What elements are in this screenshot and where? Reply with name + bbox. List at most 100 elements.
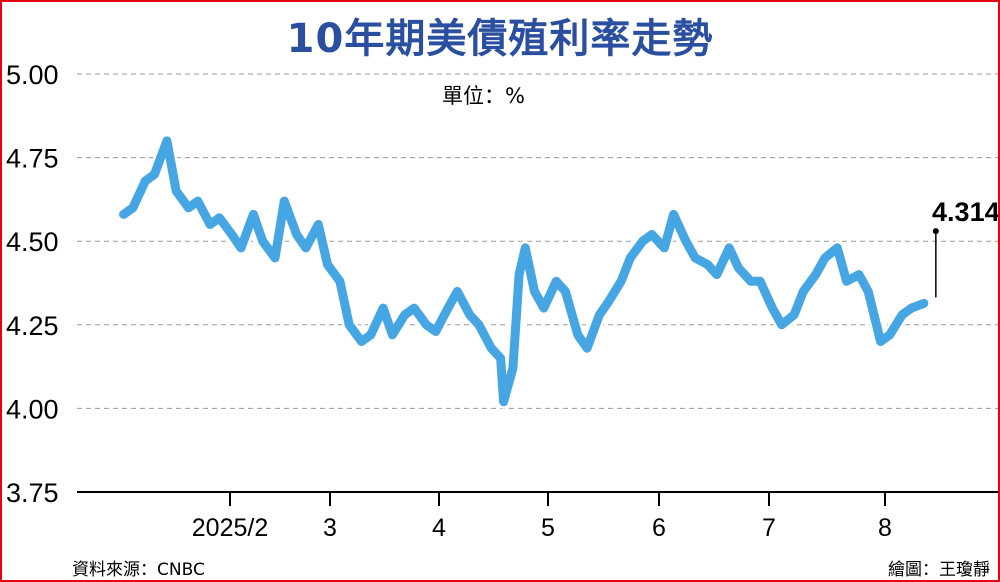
data-point bbox=[641, 240, 644, 243]
data-point bbox=[910, 306, 913, 310]
x-tick-label: 3 bbox=[323, 514, 337, 542]
y-tick-label: 4.50 bbox=[6, 227, 59, 257]
data-point bbox=[381, 306, 385, 310]
data-point bbox=[780, 323, 783, 326]
data-point bbox=[706, 263, 709, 266]
data-point bbox=[153, 173, 156, 176]
data-point bbox=[456, 290, 459, 293]
data-point bbox=[771, 306, 774, 310]
last-value-label: 4.314 bbox=[932, 197, 998, 227]
data-point bbox=[165, 139, 169, 143]
data-point bbox=[360, 340, 363, 343]
data-point bbox=[715, 273, 719, 276]
data-point bbox=[524, 246, 527, 250]
data-point bbox=[434, 330, 437, 333]
last-value-dot bbox=[932, 228, 939, 235]
data-point bbox=[758, 280, 762, 283]
data-point bbox=[261, 240, 264, 243]
data-point bbox=[326, 263, 329, 266]
data-point bbox=[607, 300, 610, 303]
y-tick-label: 4.25 bbox=[6, 311, 59, 341]
data-point bbox=[283, 199, 286, 203]
gridlines bbox=[77, 73, 998, 409]
data-point bbox=[585, 347, 589, 350]
data-point bbox=[802, 290, 805, 293]
data-point bbox=[554, 280, 558, 283]
data-point bbox=[663, 246, 666, 250]
x-tick-label: 4 bbox=[432, 514, 446, 542]
data-point bbox=[446, 306, 450, 310]
x-tick-label: 5 bbox=[541, 514, 555, 542]
data-point bbox=[295, 233, 298, 236]
data-point bbox=[650, 233, 654, 236]
data-point bbox=[727, 246, 731, 250]
x-tick-label: 7 bbox=[762, 514, 776, 542]
data-point bbox=[187, 206, 190, 209]
data-point bbox=[857, 273, 861, 276]
y-tick-label: 5.00 bbox=[6, 60, 59, 90]
data-point bbox=[867, 290, 870, 293]
data-point bbox=[304, 246, 308, 250]
y-tick-label: 4.75 bbox=[6, 144, 59, 174]
data-point bbox=[239, 246, 243, 250]
data-point bbox=[922, 302, 926, 305]
data-point bbox=[823, 256, 827, 260]
data-point bbox=[338, 280, 342, 283]
source-label: 資料來源：CNBC bbox=[72, 560, 205, 580]
data-point bbox=[468, 313, 471, 316]
y-tick-label: 4.00 bbox=[6, 394, 59, 424]
data-point bbox=[845, 280, 848, 283]
data-point bbox=[391, 333, 394, 337]
data-point bbox=[174, 189, 178, 193]
data-point bbox=[564, 290, 567, 293]
data-point bbox=[814, 273, 817, 276]
data-point bbox=[347, 323, 351, 326]
data-point bbox=[749, 280, 753, 283]
data-point bbox=[208, 223, 212, 226]
data-point bbox=[403, 313, 406, 316]
data-point bbox=[317, 223, 320, 226]
data-point bbox=[888, 333, 892, 337]
y-tick-labels: 5.00 4.75 4.50 4.25 4.00 3.75 bbox=[6, 60, 59, 508]
data-point bbox=[252, 213, 255, 216]
data-point bbox=[598, 313, 601, 316]
series-line bbox=[119, 136, 929, 407]
unit-label: 單位：% bbox=[442, 84, 525, 108]
data-point bbox=[412, 306, 416, 310]
data-point bbox=[517, 273, 521, 276]
series-layer bbox=[116, 133, 931, 409]
data-point bbox=[218, 216, 221, 219]
data-point bbox=[542, 306, 546, 310]
data-point bbox=[273, 256, 277, 260]
data-point bbox=[901, 313, 904, 316]
data-point bbox=[499, 357, 502, 360]
data-point bbox=[490, 347, 493, 350]
credit-label: 繪圖：王瓊靜 bbox=[888, 560, 990, 580]
data-point bbox=[879, 340, 882, 343]
axes bbox=[77, 491, 998, 506]
data-point bbox=[684, 240, 688, 243]
data-point bbox=[502, 400, 505, 403]
data-point bbox=[792, 313, 796, 316]
data-point bbox=[629, 256, 632, 260]
data-point bbox=[122, 213, 125, 216]
x-tick-label: 8 bbox=[878, 514, 892, 542]
data-point bbox=[737, 266, 740, 270]
annotations: 4.314 bbox=[932, 197, 998, 298]
data-point bbox=[836, 246, 839, 250]
x-tick-label: 2025/2 bbox=[192, 514, 268, 542]
data-point bbox=[694, 256, 697, 260]
data-point bbox=[576, 333, 579, 337]
data-point bbox=[369, 333, 372, 337]
data-point bbox=[672, 213, 675, 216]
data-point bbox=[144, 179, 147, 183]
data-point bbox=[619, 280, 623, 283]
x-tick-labels: 2025/2 3 4 5 6 7 8 bbox=[192, 514, 892, 542]
data-point bbox=[131, 206, 135, 209]
y-tick-label: 3.75 bbox=[6, 478, 59, 508]
data-point bbox=[230, 233, 233, 236]
data-point bbox=[511, 367, 515, 370]
data-point bbox=[477, 323, 481, 326]
